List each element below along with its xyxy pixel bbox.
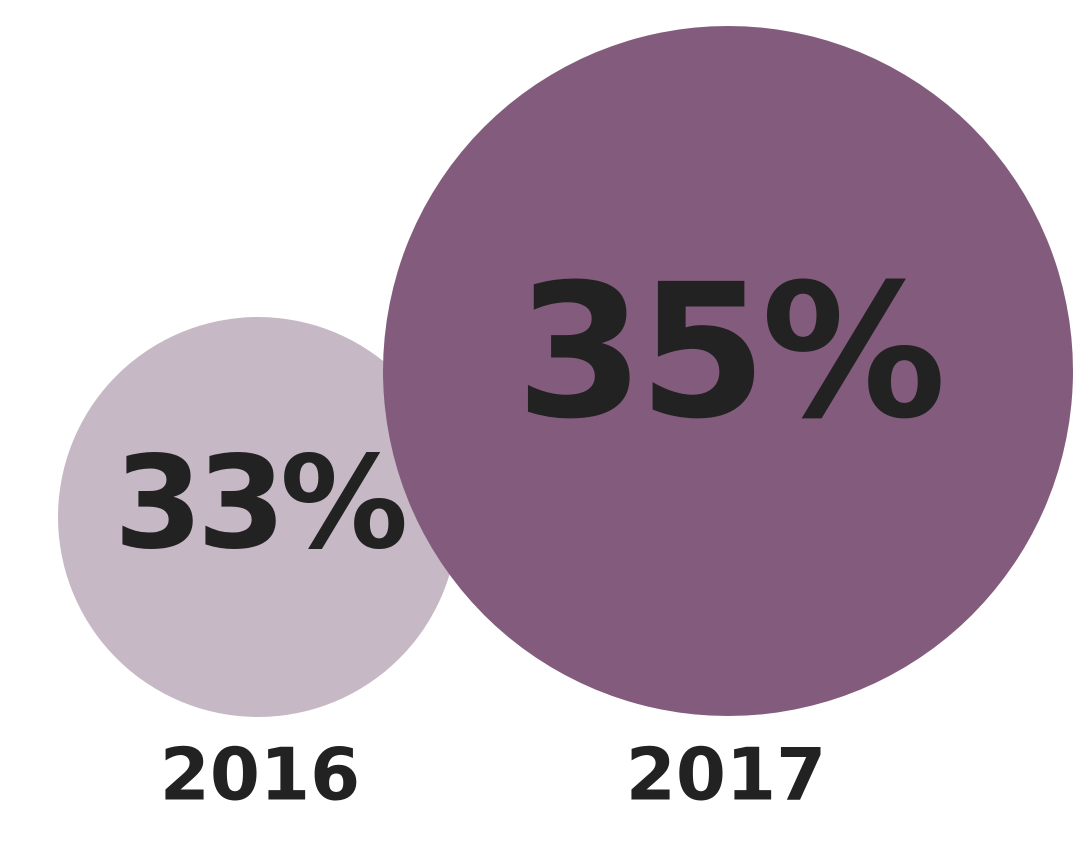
value-label: 33%: [114, 429, 405, 578]
bubble: [383, 26, 1073, 716]
category-label: 2017: [626, 733, 826, 817]
value-label: 35%: [516, 244, 941, 460]
bubble: [58, 317, 458, 717]
category-label: 2016: [160, 733, 360, 817]
